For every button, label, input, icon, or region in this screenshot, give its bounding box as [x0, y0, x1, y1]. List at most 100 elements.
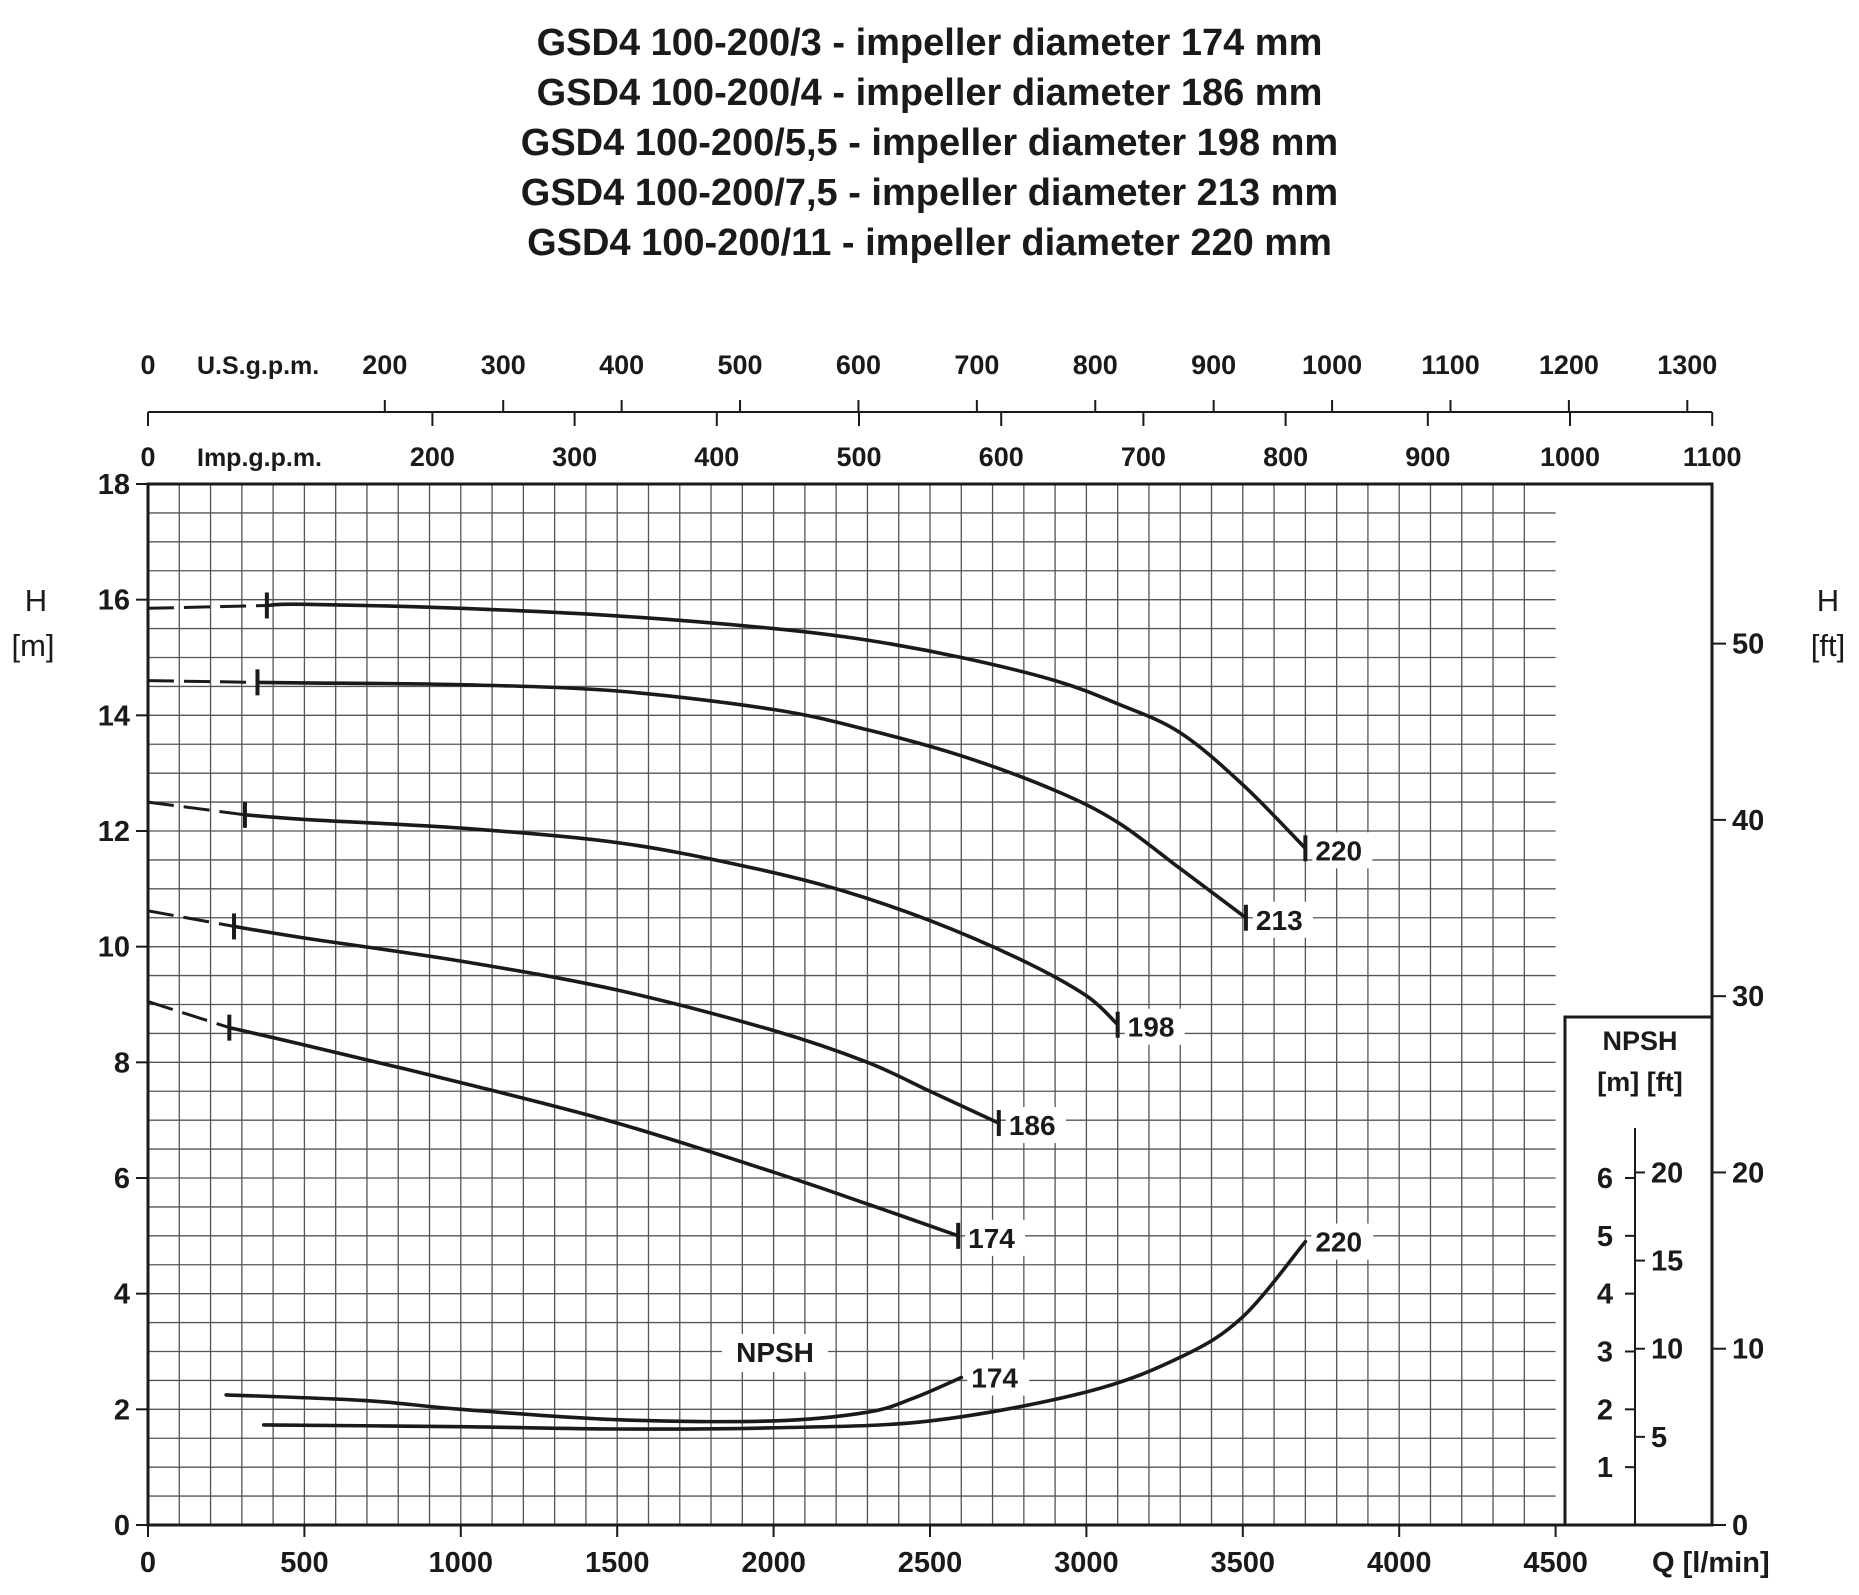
npsh-ft-tick-label: 20	[1651, 1157, 1683, 1189]
usgpm-tick-label: 900	[1191, 350, 1236, 380]
x-tick-label: 2000	[741, 1547, 806, 1579]
npsh-ft-tick-label: 15	[1651, 1246, 1683, 1278]
impgpm-tick-label: 500	[836, 442, 881, 472]
head-curve-label-174: 174	[968, 1223, 1015, 1254]
head-curve-dashed-213	[147, 679, 258, 684]
x-tick-label: 500	[280, 1547, 328, 1579]
head-curve-dashed-220	[147, 604, 267, 610]
npsh-box-units: [m] [ft]	[1597, 1067, 1682, 1097]
npsh-m-tick-label: 5	[1597, 1221, 1613, 1253]
right-axis-title: H	[1817, 583, 1839, 618]
head-curve-220	[265, 602, 1308, 851]
x-tick-label: 3000	[1054, 1547, 1119, 1579]
curve-label-bg	[1312, 832, 1373, 869]
head-curves: 220 213 198 186 174	[147, 592, 1373, 1256]
right-ft-tick-label: 10	[1732, 1334, 1764, 1366]
npsh-m-tick-label: 4	[1597, 1279, 1613, 1311]
usgpm-tick-label: 300	[481, 350, 526, 380]
usgpm-tick-label: 500	[718, 350, 763, 380]
chart-title-line: GSD4 100-200/3 - impeller diameter 174 m…	[536, 22, 1323, 64]
chart-title-line: GSD4 100-200/7,5 - impeller diameter 213…	[520, 172, 1339, 214]
npsh-curve-label-174: 174	[971, 1363, 1018, 1394]
npsh-ft-tick-label: 10	[1651, 1334, 1683, 1366]
impgpm-tick-label: 400	[694, 442, 739, 472]
right-ft-tick-label: 0	[1732, 1510, 1748, 1542]
right-ft-tick-label: 20	[1732, 1157, 1764, 1189]
usgpm-tick-label: 400	[599, 350, 644, 380]
impgpm-axis-title: Imp.g.p.m.	[197, 444, 322, 472]
x-axis-title: Q [l/min]	[1652, 1547, 1770, 1579]
npsh-box-title: NPSH	[1602, 1026, 1677, 1056]
y-tick-label: 16	[98, 585, 130, 617]
npsh-curve-174	[224, 1375, 964, 1424]
npsh-m-tick-label: 6	[1597, 1163, 1613, 1195]
usgpm-tick-label: 1100	[1421, 350, 1480, 380]
npsh-m-tick-label: 3	[1597, 1337, 1613, 1369]
impgpm-tick-label: 600	[979, 442, 1024, 472]
impgpm-tick-label: 900	[1405, 442, 1450, 472]
axes: 0 500 1000 1500 2000 2500 3000 3500 4000 45000246…	[98, 350, 1765, 1579]
usgpm-tick-label: 1200	[1539, 350, 1599, 380]
usgpm-axis-title: U.S.g.p.m.	[197, 352, 319, 380]
curve-label-bg	[1124, 1008, 1185, 1045]
head-curve-dashed-198	[147, 800, 246, 817]
npsh-curve-label-220: 220	[1315, 1227, 1362, 1258]
left-axis-title: H	[25, 583, 47, 618]
head-curve-213	[255, 680, 1248, 920]
npsh-scale-box: 1 2 3 4 5 6 5 10 15 20	[1563, 1015, 1714, 1527]
curve-label-bg	[967, 1359, 1030, 1396]
y-tick-label: 12	[98, 816, 130, 848]
chart-title-block: GSD4 100-200/3 - impeller diameter 174 m…	[0, 18, 1859, 268]
head-curve-198	[243, 813, 1120, 1027]
usgpm-tick-label: 1000	[1302, 350, 1362, 380]
y-tick-label: 18	[98, 469, 130, 501]
npsh-curve-label: NPSH	[736, 1337, 814, 1368]
curve-label-bg	[965, 1219, 1026, 1256]
x-tick-label: 1000	[429, 1547, 494, 1579]
usgpm-tick-label: 800	[1073, 350, 1118, 380]
labels: H [m] H [ft] Q [l/min] U.S.g.p.m. Imp.g.…	[11, 352, 1845, 1579]
right-ft-tick-label: 40	[1732, 805, 1764, 837]
head-curve-dashed-174	[147, 1000, 230, 1030]
x-tick-label: 1500	[585, 1547, 650, 1579]
curve-label-bg	[1311, 1223, 1374, 1260]
npsh-box-frame	[1563, 1015, 1714, 1527]
npsh-m-tick-label: 2	[1597, 1394, 1613, 1426]
y-tick-label: 4	[114, 1279, 130, 1311]
npsh-ft-tick-label: 5	[1651, 1422, 1667, 1454]
impgpm-tick-label: 800	[1263, 442, 1308, 472]
impgpm-tick-label: 0	[140, 442, 155, 472]
impgpm-tick-label: 700	[1121, 442, 1166, 472]
head-curve-186	[232, 924, 1001, 1125]
x-tick-label: 4500	[1523, 1547, 1588, 1579]
head-curve-dashed-186	[147, 909, 235, 928]
npsh-m-tick-label: 1	[1597, 1452, 1613, 1484]
head-curve-label-220: 220	[1315, 835, 1362, 866]
y-tick-label: 14	[98, 700, 130, 732]
usgpm-tick-label: 0	[140, 350, 155, 380]
x-tick-label: 0	[140, 1547, 156, 1579]
x-tick-label: 4000	[1367, 1547, 1432, 1579]
right-axis-unit: [ft]	[1811, 628, 1845, 663]
head-curve-label-198: 198	[1128, 1012, 1175, 1043]
npsh-curve-label-bg	[722, 1334, 828, 1372]
usgpm-tick-label: 600	[836, 350, 881, 380]
head-curve-label-213: 213	[1256, 905, 1303, 936]
x-tick-label: 2500	[898, 1547, 963, 1579]
npsh-curve-220	[261, 1239, 1308, 1431]
usgpm-tick-label: 200	[362, 350, 407, 380]
impgpm-tick-label: 300	[552, 442, 597, 472]
impgpm-tick-label: 1100	[1683, 442, 1742, 472]
usgpm-tick-label: 700	[954, 350, 999, 380]
chart-title-line: GSD4 100-200/4 - impeller diameter 186 m…	[536, 72, 1323, 114]
right-ft-tick-label: 50	[1732, 629, 1764, 661]
left-axis-unit: [m]	[11, 628, 54, 663]
y-tick-label: 0	[114, 1510, 130, 1542]
head-curve-label-186: 186	[1009, 1110, 1056, 1141]
chart-title-line: GSD4 100-200/11 - impeller diameter 220 …	[527, 222, 1332, 264]
chart-title-line: GSD4 100-200/5,5 - impeller diameter 198…	[520, 122, 1339, 164]
npsh-curves: 174 220	[224, 1223, 1374, 1431]
y-tick-label: 8	[114, 1047, 130, 1079]
head-curve-174	[227, 1025, 960, 1238]
